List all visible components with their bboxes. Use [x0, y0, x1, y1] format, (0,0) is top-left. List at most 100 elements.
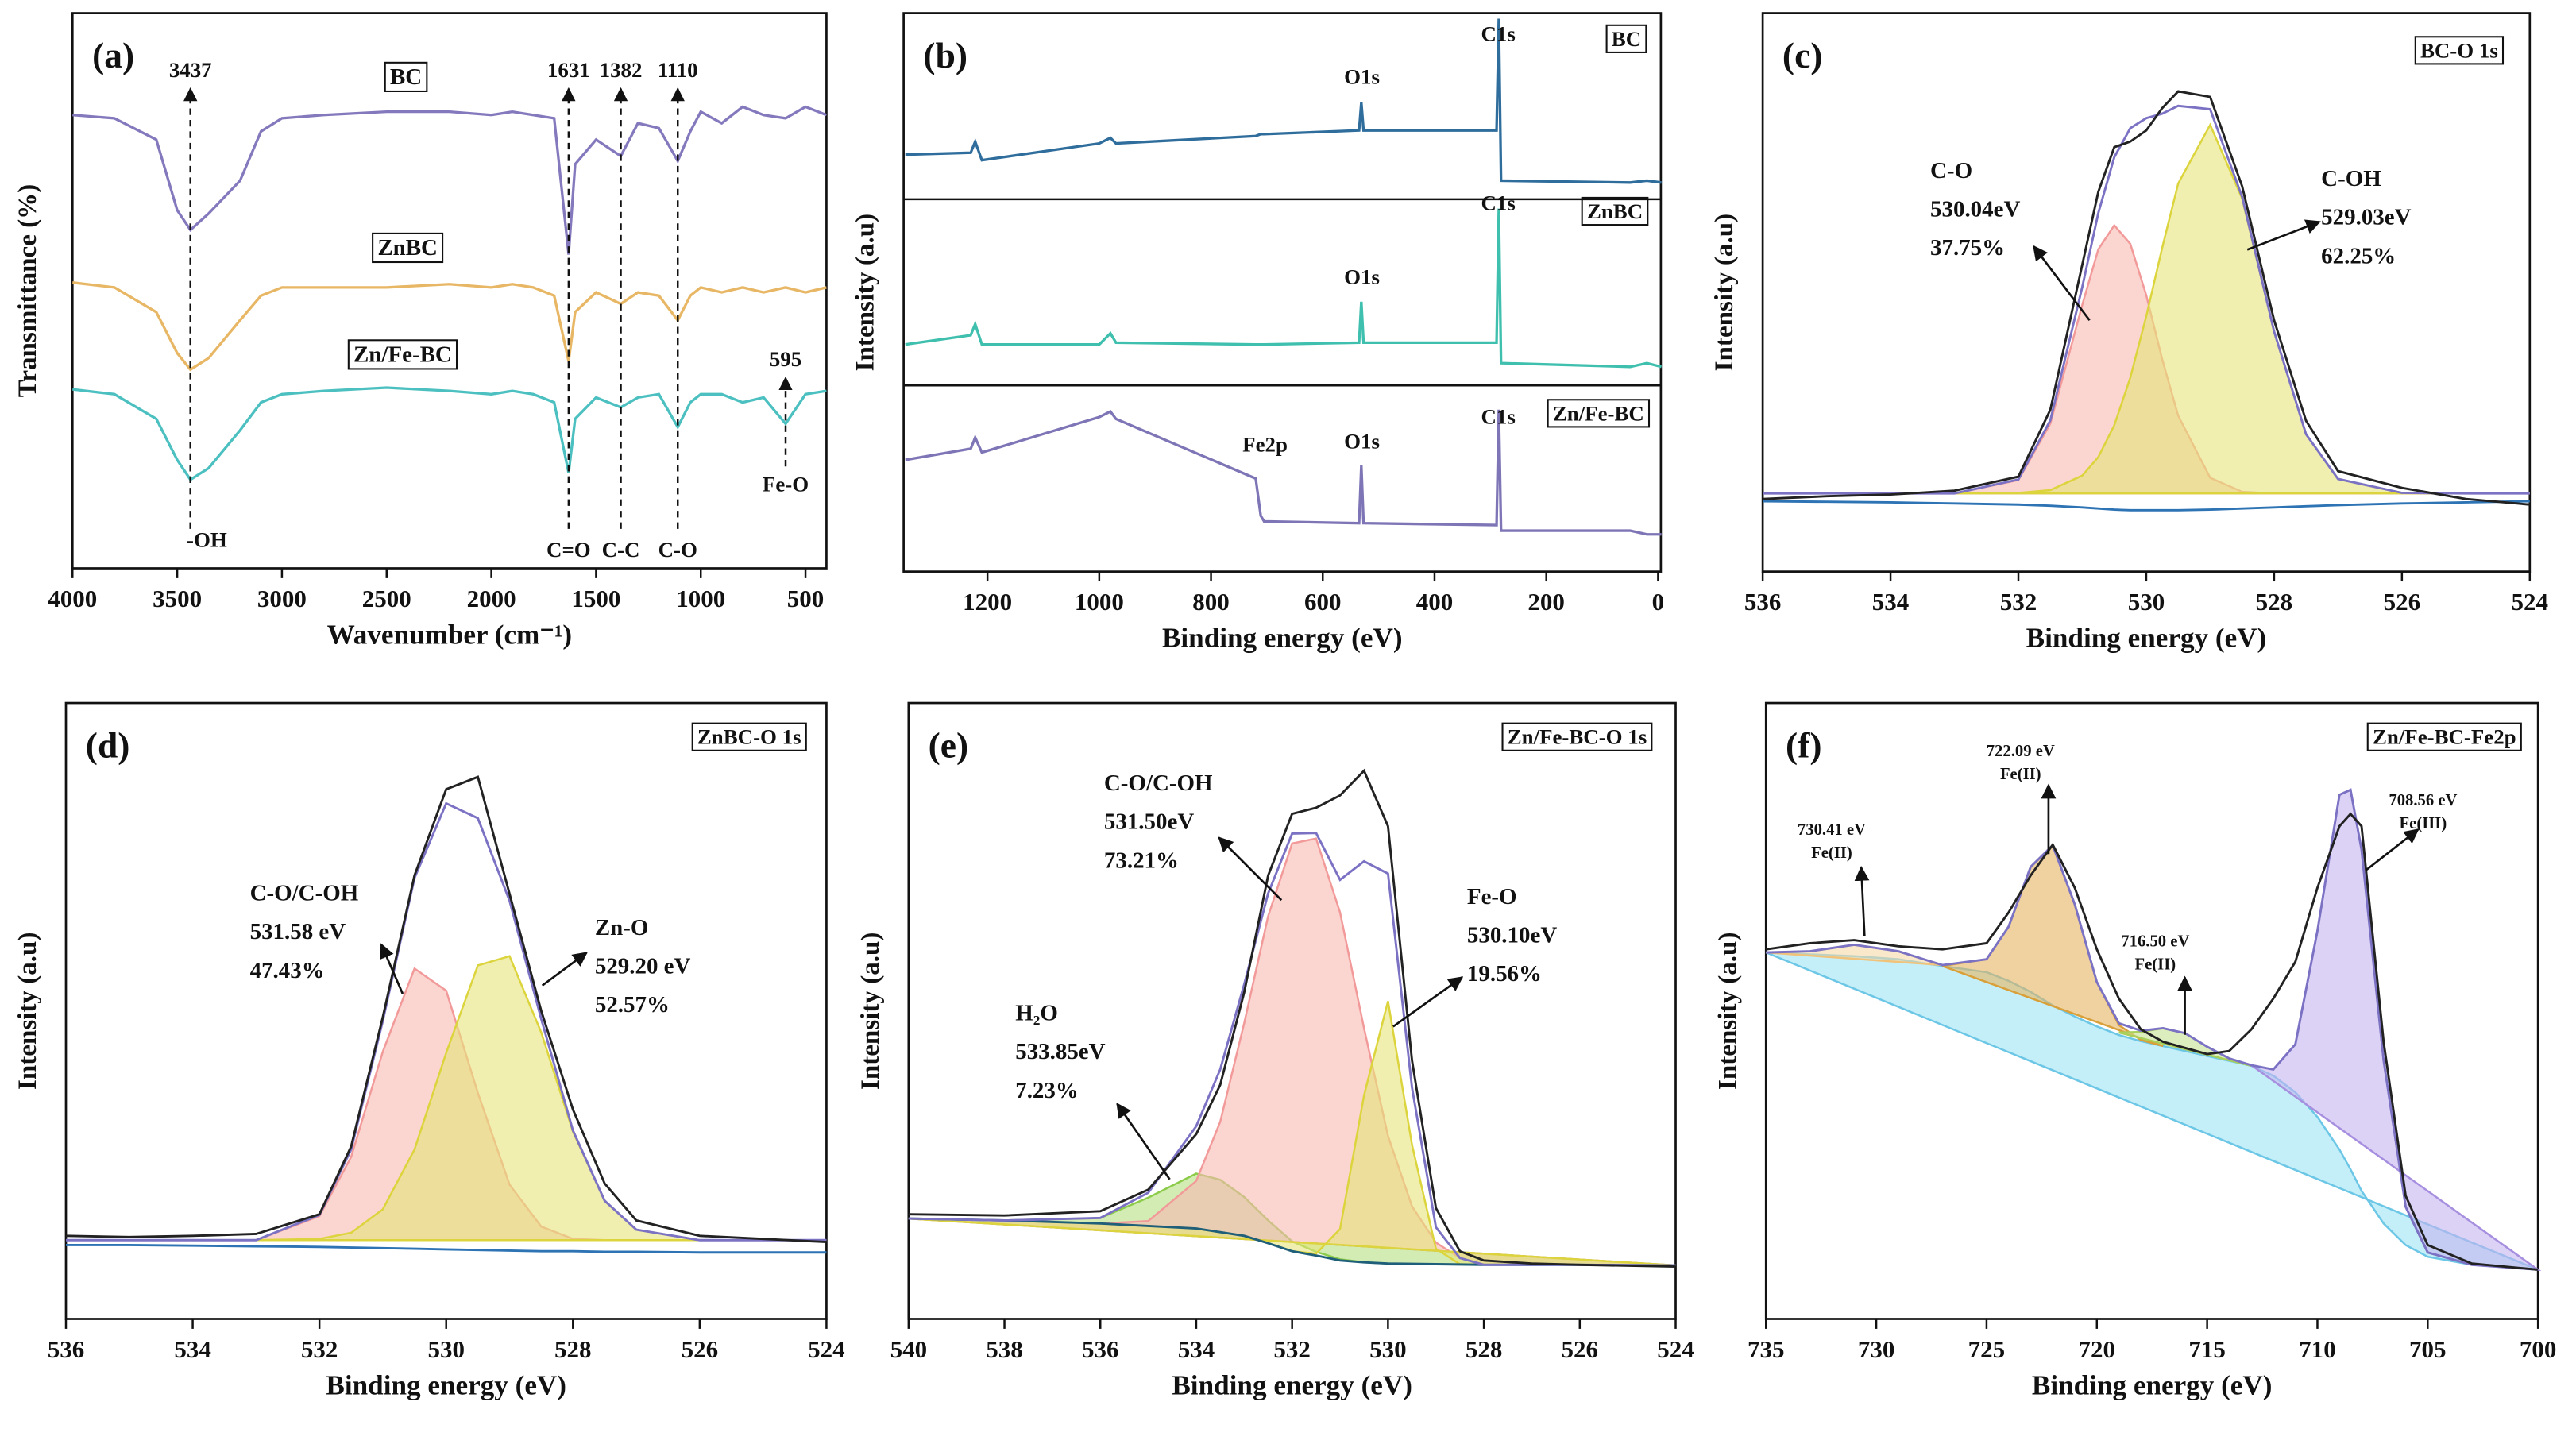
peak-annotation: Fe(II) — [1811, 844, 1852, 862]
series-name: BC — [1612, 27, 1641, 51]
x-tick-label: 534 — [1178, 1335, 1215, 1363]
bond-label: C-O — [658, 538, 697, 562]
x-tick-label: 532 — [1273, 1335, 1311, 1363]
spectrum-line — [66, 801, 827, 1242]
peak-annotation: Fe(II) — [2000, 766, 2041, 783]
bond-label: C-C — [602, 538, 640, 562]
spectrum-line — [1766, 812, 2539, 1271]
y-axis-label: Intensity (a.u) — [856, 933, 885, 1091]
spectrum-line — [66, 1244, 827, 1254]
x-tick-label: 536 — [1082, 1335, 1119, 1363]
peak-annotation: C-O — [1930, 158, 1972, 183]
peak-label: Fe2p — [1242, 433, 1288, 457]
x-tick-label: 536 — [1744, 588, 1781, 616]
x-tick-label: 500 — [787, 585, 825, 612]
x-tick-label: 1000 — [676, 585, 725, 612]
peak-label: O1s — [1344, 429, 1380, 453]
x-tick-label: 0 — [1652, 588, 1665, 616]
peak-value: 1631 — [547, 58, 590, 82]
peak-annotation: Zn-O — [595, 915, 649, 940]
panel-label: (f) — [1786, 724, 1821, 765]
spectrum-line — [65, 775, 827, 1244]
y-axis-label: Intensity (a.u) — [1710, 214, 1739, 371]
x-tick-label: 528 — [2256, 588, 2293, 616]
peak-annotation: 531.50eV — [1104, 809, 1194, 835]
annotation-arrow — [2365, 828, 2420, 872]
peak-value: 1382 — [600, 58, 643, 82]
peak-label: O1s — [1344, 265, 1380, 289]
plot-frame — [902, 12, 1663, 573]
peak-annotation: C-O/C-OH — [250, 881, 359, 906]
peak-value: 1110 — [658, 58, 698, 82]
plot-frame — [1764, 701, 2539, 1320]
label-box — [1605, 24, 1647, 53]
spectrum-line — [72, 105, 828, 255]
x-tick-label: 705 — [2409, 1335, 2446, 1363]
series-name: BC — [390, 64, 422, 90]
x-tick-label: 600 — [1304, 588, 1342, 616]
annotation-arrow — [2033, 245, 2091, 322]
x-tick-label: 400 — [1416, 588, 1454, 616]
label-box — [372, 232, 444, 264]
x-tick-label: 528 — [554, 1335, 592, 1363]
x-tick-label: 536 — [48, 1335, 85, 1363]
x-tick-label: 528 — [1466, 1335, 1503, 1363]
plot-frame — [71, 12, 828, 570]
x-tick-label: 1000 — [1075, 588, 1124, 616]
peak-annotation: 529.20 eV — [595, 954, 691, 979]
x-tick-label: 530 — [427, 1335, 465, 1363]
annotation-arrow — [1392, 976, 1464, 1028]
label-box — [2366, 722, 2522, 751]
spectrum-line — [1763, 90, 2530, 506]
spectrum-line — [905, 409, 1662, 536]
x-tick-label: 4000 — [48, 585, 97, 612]
x-tick-label: 1200 — [963, 588, 1012, 616]
fitted-peak — [2250, 788, 2542, 1272]
x-tick-label: 526 — [2384, 588, 2420, 616]
x-axis-label: Binding energy (eV) — [1172, 1369, 1412, 1400]
panel-label: (e) — [929, 724, 968, 765]
peak-annotation: Fe(II) — [2135, 956, 2176, 974]
peak-annotation: Fe(III) — [2400, 815, 2447, 832]
panel-label: (d) — [86, 724, 130, 765]
spectrum-line — [1763, 500, 2530, 512]
x-tick-label: 530 — [1369, 1335, 1407, 1363]
peak-annotation: 708.56 eV — [2389, 792, 2457, 809]
peak-annotation: 533.85eV — [1015, 1039, 1105, 1064]
x-tick-label: 730 — [1858, 1335, 1895, 1363]
annotation-arrow — [2246, 219, 2321, 251]
x-tick-label: 524 — [808, 1335, 844, 1363]
x-tick-label: 540 — [890, 1335, 928, 1363]
peak-annotation: 73.21% — [1104, 848, 1179, 873]
x-tick-label: 710 — [2299, 1335, 2336, 1363]
series-name: ZnBC — [1587, 199, 1643, 223]
peak-annotation: C-O/C-OH — [1104, 770, 1213, 796]
x-tick-label: 800 — [1192, 588, 1230, 616]
series-name: ZnBC — [377, 235, 438, 261]
peak-annotation: 62.25% — [2321, 243, 2396, 268]
peak-label: C1s — [1481, 191, 1516, 215]
spectrum-line — [1763, 104, 2530, 495]
label-box — [1581, 196, 1649, 226]
peak-annotation: 716.50 eV — [2121, 933, 2189, 951]
peak-annotation: 530.10eV — [1467, 922, 1557, 948]
x-axis-label: Binding energy (eV) — [1162, 623, 1403, 654]
peak-label: O1s — [1344, 64, 1380, 88]
y-axis-label: Transmittance (%) — [14, 184, 42, 398]
x-axis-label: Binding energy (eV) — [2032, 1369, 2273, 1400]
bond-label: C=O — [546, 538, 591, 562]
peak-annotation: Fe-O — [1467, 884, 1517, 909]
x-tick-label: 3500 — [153, 585, 202, 612]
annotation-arrow — [541, 952, 589, 987]
x-tick-label: 2500 — [362, 585, 411, 612]
x-axis-label: Wavenumber (cm⁻¹) — [327, 619, 573, 650]
annotation-arrow — [1854, 865, 1870, 936]
x-tick-label: 526 — [1562, 1335, 1599, 1363]
x-tick-label: 725 — [1968, 1335, 2005, 1363]
x-tick-label: 530 — [2128, 588, 2165, 616]
x-tick-label: 526 — [682, 1335, 719, 1363]
annotation-arrow — [380, 943, 404, 994]
x-tick-label: 1500 — [571, 585, 620, 612]
peak-label: C1s — [1481, 404, 1516, 428]
